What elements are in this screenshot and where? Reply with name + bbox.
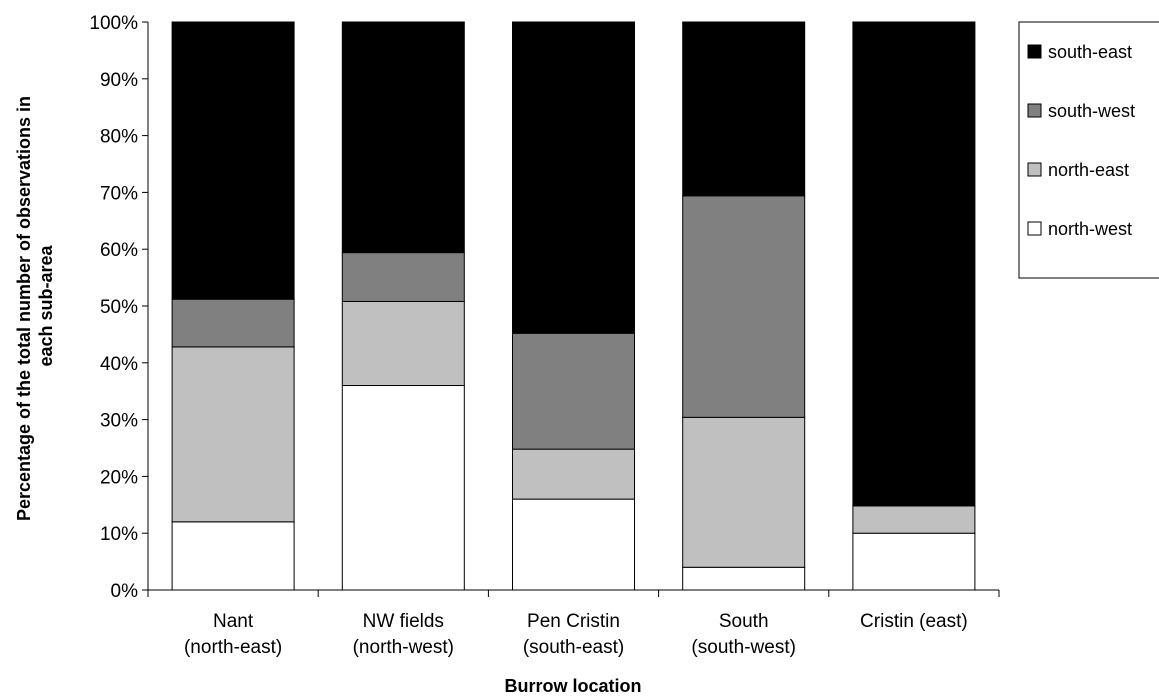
bar-segment-south-east [852, 21, 976, 507]
bar-segment-north-east [852, 505, 976, 534]
x-category-label: Pen Cristin (south-east) [523, 611, 624, 658]
legend-swatch-south-east [1027, 44, 1042, 59]
legend-swatch-north-west [1027, 221, 1042, 236]
legend-swatch-north-east [1027, 162, 1042, 177]
y-tick-label: 20% [100, 467, 138, 488]
x-axis-title: Burrow location [504, 676, 641, 696]
bars-layer [171, 21, 976, 591]
bar-segment-south-west [512, 332, 635, 450]
y-axis-title: Percentage of the total number of observ… [14, 91, 56, 521]
bar-segment-north-east [512, 448, 635, 500]
legend: south-east south-west north-east north-west [1018, 21, 1159, 279]
legend-frame [1018, 21, 1159, 279]
legend-label-south-west: south-west [1048, 101, 1135, 121]
bar-segment-north-west [852, 532, 976, 591]
x-category-label-line: (north-west) [353, 637, 454, 658]
x-category-label-line: Cristin (east) [860, 611, 968, 632]
x-category-label-line: Pen Cristin [527, 611, 620, 632]
x-category-label-line: (south-east) [523, 637, 624, 658]
bar-segment-south-east [171, 21, 295, 300]
bar-segment-north-east [682, 416, 806, 568]
bar-segment-north-west [512, 498, 635, 591]
x-category-label: Nant (north-east) [184, 611, 282, 658]
x-category-label: South (south-west) [691, 611, 796, 658]
y-tick-label: 80% [100, 127, 138, 148]
x-category-label-line: NW fields [363, 611, 444, 632]
bar-segment-north-west [171, 521, 295, 591]
bar-segment-south-west [341, 252, 465, 302]
bar-segment-south-west [171, 298, 295, 348]
x-category-labels: Nant (north-east) NW fields (north-west) Pen… [184, 611, 968, 658]
bar-segment-south-east [512, 21, 635, 334]
legend-label-south-east: south-east [1048, 42, 1132, 62]
y-tick-label: 60% [100, 240, 138, 261]
y-tick-label: 70% [100, 183, 138, 204]
legend-swatch-south-west [1027, 103, 1042, 118]
bar-segment-north-west [341, 385, 465, 591]
bar-segment-south-east [341, 21, 465, 254]
bar-segment-north-east [341, 300, 465, 387]
x-category-label: Cristin (east) [860, 611, 968, 632]
legend-label-north-east: north-east [1048, 160, 1129, 180]
bar-segment-south-west [682, 195, 806, 418]
bar-segment-north-west [682, 566, 806, 591]
x-category-label-line: (north-east) [184, 637, 282, 658]
y-tick-label: 90% [100, 70, 138, 91]
x-category-label-line: Nant [213, 611, 254, 632]
bar-segment-north-east [171, 346, 295, 523]
y-ticks: 0% 10% 20% 30% 40% 50% 60% 70% 80% 90% 100% [89, 13, 148, 602]
y-tick-label: 10% [100, 524, 138, 545]
x-category-label-line: South [719, 611, 769, 632]
legend-label-north-west: north-west [1048, 219, 1132, 239]
bar-segment-south-east [682, 21, 806, 197]
y-tick-label: 40% [100, 354, 138, 375]
y-tick-label: 50% [100, 297, 138, 318]
x-ticks [147, 590, 1000, 597]
x-category-label-line: (south-west) [691, 637, 796, 658]
y-tick-label: 100% [89, 13, 138, 34]
y-axis-title-line-2: each sub-area [36, 244, 56, 366]
y-tick-label: 0% [111, 581, 139, 602]
y-tick-label: 30% [100, 411, 138, 432]
y-axis-title-line-1: Percentage of the total number of observ… [14, 96, 34, 521]
x-category-label: NW fields (north-west) [353, 611, 454, 658]
